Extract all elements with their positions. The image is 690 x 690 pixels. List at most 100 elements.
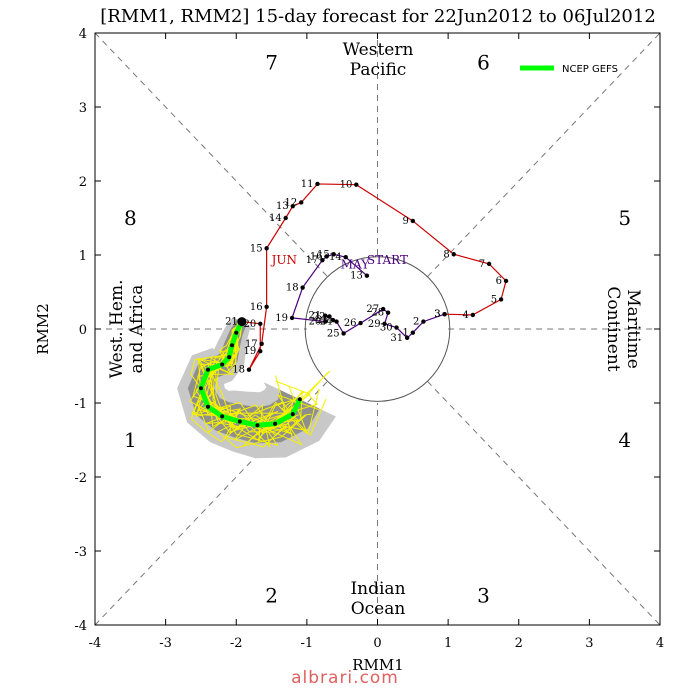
- y-tick-label: 0: [79, 323, 87, 338]
- observed-may-day-label: 29: [368, 319, 381, 330]
- guide-line-6: [94, 32, 328, 278]
- x-tick-label: -2: [230, 636, 243, 651]
- phase-label: 3: [477, 583, 490, 607]
- observed-jun-day-label: 12: [284, 197, 297, 208]
- forecast-mean-line: [198, 320, 303, 428]
- svg-text:Continent: Continent: [603, 286, 623, 371]
- forecast-start-point: [237, 317, 247, 327]
- observed-jun-point: [470, 312, 476, 318]
- x-tick-label: 1: [444, 636, 452, 651]
- observed-jun-day-label: 4: [462, 310, 468, 321]
- month-label: MAY: [341, 257, 370, 271]
- ensemble-member-line: [197, 322, 320, 441]
- x-axis-ticks: -4 -3 -2 -1 0 1 2 3 4: [89, 33, 664, 651]
- forecast-point: [290, 412, 295, 417]
- observed-may-day-label: 22: [313, 311, 326, 322]
- observed-may-point: [358, 320, 363, 326]
- observed-jun-point: [283, 215, 288, 221]
- x-tick-label: 3: [585, 636, 593, 651]
- forecast-point: [227, 355, 232, 360]
- y-tick-label: 2: [79, 175, 87, 190]
- observed-jun-point: [246, 367, 252, 372]
- observed-jun-day-label: 15: [250, 243, 263, 254]
- observed-jun-point: [451, 252, 456, 257]
- observed-may-point: [421, 319, 426, 324]
- phase-label: 5: [618, 206, 631, 230]
- observed-may-day-label: 25: [327, 328, 340, 339]
- forecast-point: [255, 423, 260, 428]
- observed-jun-day-label: 13: [276, 201, 289, 212]
- observed-jun-point: [410, 218, 416, 224]
- observed-may-point: [404, 335, 410, 341]
- observed-may-point: [343, 255, 348, 260]
- observed-may-day-label: 1: [402, 328, 408, 339]
- observed-jun-day-label: 7: [479, 259, 485, 270]
- observed-may-point: [300, 285, 305, 290]
- x-tick-label: 0: [373, 636, 381, 651]
- svg-text:Western: Western: [343, 40, 414, 60]
- svg-text:Pacific: Pacific: [350, 60, 407, 80]
- observed-may-point: [324, 254, 329, 259]
- forecast-point: [220, 414, 225, 419]
- forecast-point: [206, 404, 210, 409]
- observed-jun-day-label: 20: [244, 319, 257, 330]
- observed-may-day-label: 24: [320, 317, 333, 328]
- phase-label: 7: [265, 51, 278, 75]
- observed-may-day-label: 21: [309, 311, 322, 322]
- x-tick-label: -3: [159, 636, 172, 651]
- observed-may-point: [410, 330, 416, 335]
- forecast-point: [198, 386, 203, 391]
- observed-may-point: [364, 273, 370, 278]
- observed-jun-day-label: 10: [340, 180, 353, 191]
- observed-may-day-label: 14: [329, 252, 342, 263]
- forecast-point: [220, 362, 225, 367]
- x-tick-label: 2: [515, 636, 523, 651]
- observed-may-day-label: 2: [413, 317, 419, 328]
- observed-jun-day-label: 19: [244, 346, 257, 357]
- x-tick-label: -4: [89, 636, 102, 651]
- forecast-point: [234, 330, 239, 335]
- observed-may-point: [323, 319, 328, 324]
- observed-jun-day-label: 18: [232, 365, 245, 376]
- month-label: JUN: [270, 253, 297, 267]
- y-tick-label: 1: [79, 249, 87, 264]
- observed-may-day-label: 28: [371, 308, 384, 319]
- svg-text:West. Hem.: West. Hem.: [107, 280, 127, 379]
- observed-jun-day-label: 9: [402, 216, 408, 227]
- observed-may-point: [327, 314, 332, 319]
- guide-line-5: [427, 32, 661, 278]
- ensemble-member-line: [206, 322, 292, 430]
- observed-jun-point: [354, 182, 359, 187]
- observed-may-day-label: 23: [316, 315, 329, 326]
- forecast-point: [273, 421, 278, 426]
- observed-jun-point: [315, 181, 320, 187]
- observed-may-day-label: 17: [306, 255, 319, 266]
- forecast-mean-track: [198, 317, 303, 428]
- observed-jun-day-label: 11: [301, 179, 314, 190]
- observed-jun-day-label: 14: [269, 213, 282, 224]
- x-tick-label: 4: [656, 636, 664, 651]
- observed-may-point: [289, 315, 295, 321]
- phase-label: 6: [477, 51, 490, 75]
- y-tick-label: -3: [74, 545, 87, 560]
- unit-circle: [304, 256, 451, 402]
- observed-may-point: [382, 321, 387, 327]
- region-label-western-pacific: Western Pacific: [343, 40, 414, 80]
- observed-jun-point: [486, 261, 492, 267]
- legend: NCEP GEFS: [520, 64, 618, 75]
- y-axis-label: RMM2: [34, 303, 52, 355]
- observed-may-point: [330, 317, 336, 323]
- chart-title: [RMM1, RMM2] 15-day forecast for 22Jun20…: [100, 6, 656, 27]
- observed-may-point: [341, 331, 346, 336]
- phase-label: 2: [265, 583, 278, 607]
- region-label-indian-ocean: Indian Ocean: [350, 579, 405, 619]
- observed-may-point: [320, 257, 325, 263]
- forecast-point: [206, 367, 210, 372]
- region-label-west-hem-africa: West. Hem. and Africa: [107, 280, 147, 379]
- observed-jun-point: [258, 321, 263, 327]
- y-tick-label: -4: [74, 619, 87, 634]
